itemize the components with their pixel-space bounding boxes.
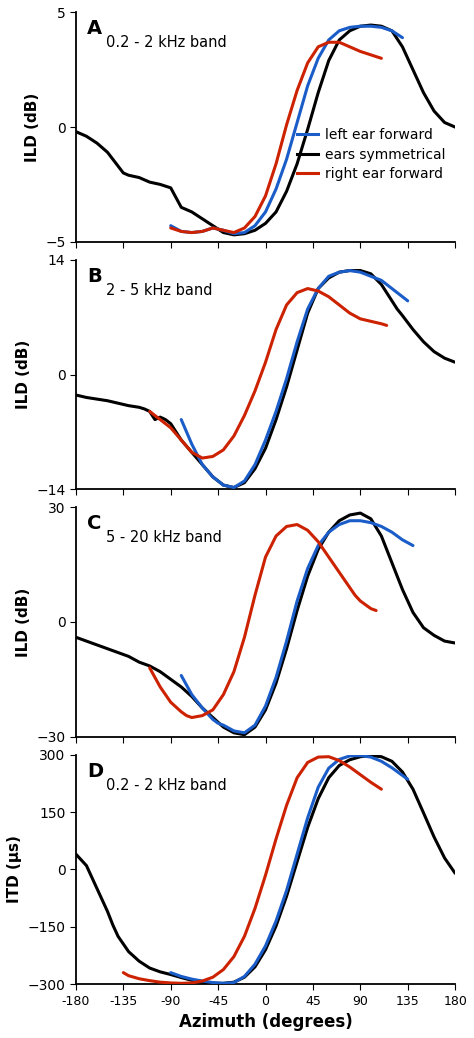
Text: C: C [87,514,101,534]
Text: D: D [87,762,103,781]
Text: A: A [87,20,102,38]
Y-axis label: ILD (dB): ILD (dB) [16,588,31,657]
Y-axis label: ILD (dB): ILD (dB) [16,339,31,409]
Legend: left ear forward, ears symmetrical, right ear forward: left ear forward, ears symmetrical, righ… [294,126,448,184]
X-axis label: Azimuth (degrees): Azimuth (degrees) [179,1013,352,1031]
Y-axis label: ILD (dB): ILD (dB) [25,92,39,162]
Y-axis label: ITD (µs): ITD (µs) [7,836,22,903]
Text: 2 - 5 kHz band: 2 - 5 kHz band [106,282,213,298]
Text: 5 - 20 kHz band: 5 - 20 kHz band [106,530,222,545]
Text: B: B [87,267,102,285]
Text: 0.2 - 2 kHz band: 0.2 - 2 kHz band [106,35,227,51]
Text: 0.2 - 2 kHz band: 0.2 - 2 kHz band [106,777,227,793]
